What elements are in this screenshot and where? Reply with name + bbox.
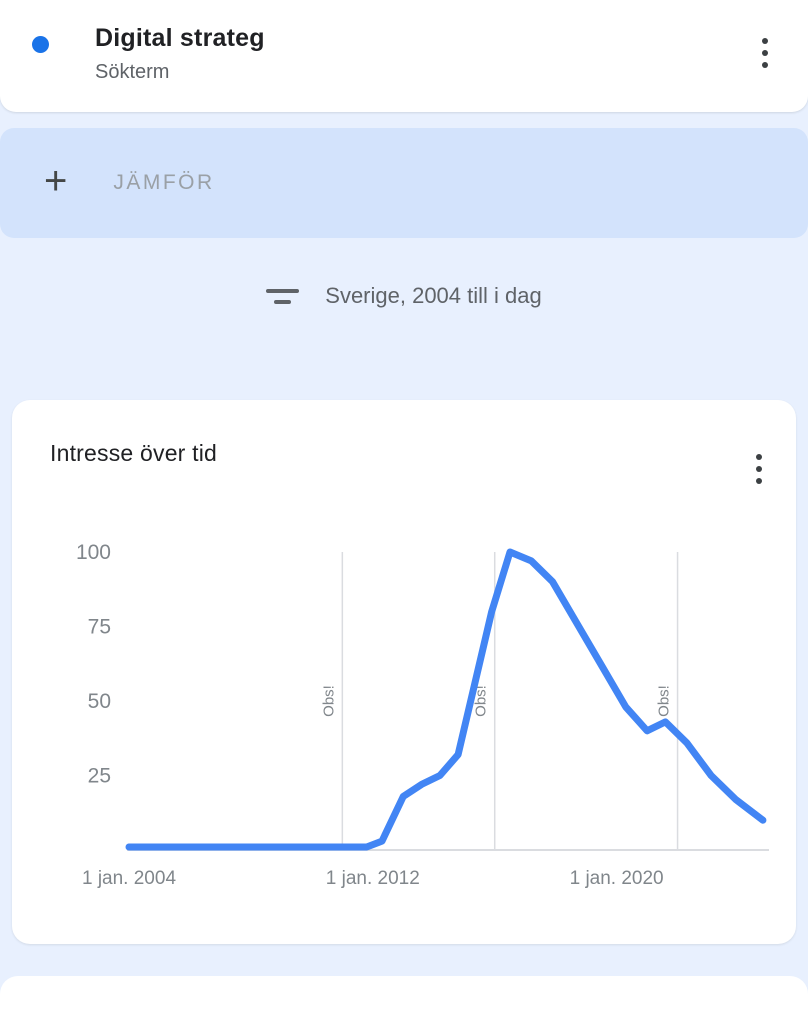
term-more-options-button[interactable] [752, 28, 778, 78]
x-axis-tick-label: 1 jan. 2020 [570, 868, 664, 889]
search-term-text: Digital strateg Sökterm [95, 24, 752, 84]
y-axis-tick-label: 100 [76, 541, 111, 564]
trend-line [125, 548, 767, 851]
search-term-type: Sökterm [95, 61, 170, 83]
chart-note-label: Obs! [656, 685, 673, 717]
card-title: Intresse över tid [50, 440, 218, 466]
series-color-dot-icon [32, 36, 49, 53]
chart-more-options-button[interactable] [746, 444, 772, 494]
y-axis-tick-label: 75 [88, 616, 111, 639]
filter-icon [266, 288, 300, 304]
filter-summary-text: Sverige, 2004 till i dag [325, 283, 542, 308]
chart-note-label: Obs! [320, 685, 337, 717]
search-term-card: Digital strateg Sökterm [0, 0, 808, 112]
card-header: Intresse över tid [12, 440, 796, 494]
compare-label: JÄMFÖR [113, 171, 215, 194]
compare-add-term-bar[interactable]: + JÄMFÖR [0, 128, 808, 238]
y-axis-tick-label: 25 [88, 765, 111, 788]
next-card-top-edge [0, 976, 808, 1022]
interest-over-time-card: Intresse över tid Obs! Obs! Obs! 25 50 75 100 1… [12, 400, 796, 944]
plus-icon: + [44, 159, 68, 203]
x-axis-tick-label: 1 jan. 2012 [326, 868, 420, 889]
search-term-title: Digital strateg [95, 24, 265, 52]
interest-over-time-chart[interactable]: Obs! Obs! Obs! 25 50 75 100 1 jan. 2004 1 jan. 2… [24, 528, 784, 918]
x-axis-tick-label: 1 jan. 2004 [82, 868, 176, 889]
kebab-icon [762, 38, 768, 44]
filter-summary-row[interactable]: Sverige, 2004 till i dag [0, 274, 808, 318]
chart-note-label: Obs! [473, 685, 490, 717]
y-axis-tick-label: 50 [88, 690, 111, 713]
kebab-icon [756, 454, 762, 460]
